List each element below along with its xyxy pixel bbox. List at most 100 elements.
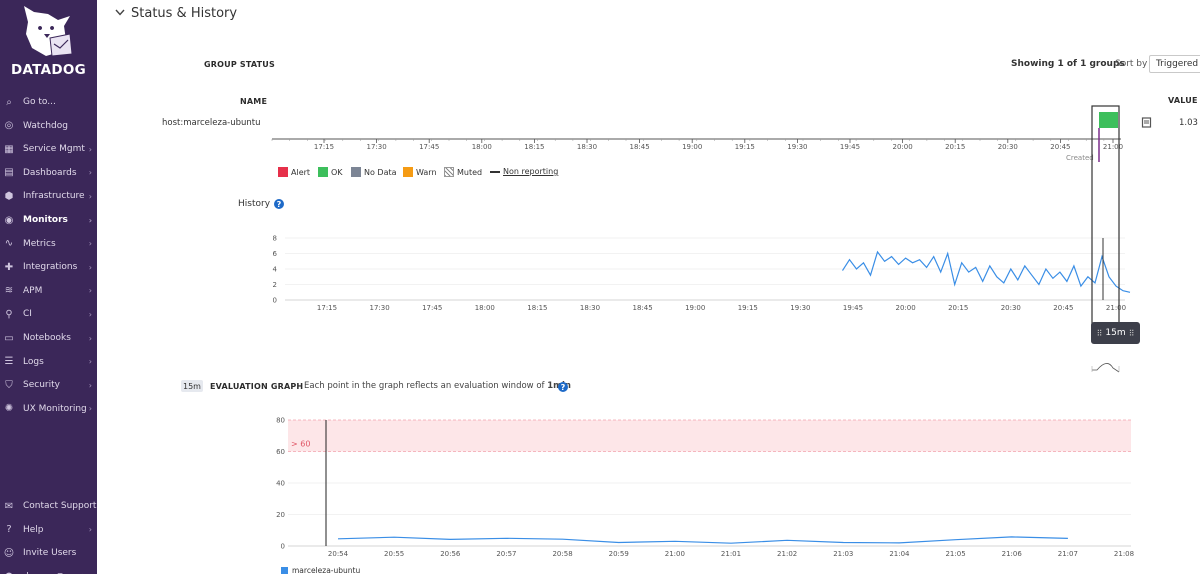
sidebar-item-security[interactable]: ⛉ Security › (0, 374, 97, 396)
group-name[interactable]: host:marceleza-ubuntu (162, 118, 261, 128)
sidebar-item-metrics[interactable]: ∿ Metrics › (0, 233, 97, 255)
sidebar-item-service-mgmt[interactable]: ▦ Service Mgmt › (0, 138, 97, 160)
evaluation-x-tick-label: 20:54 (328, 550, 349, 558)
sidebar-item-label: Contact Support (23, 501, 97, 511)
threshold-band (288, 420, 1131, 452)
history-x-tick-label: 19:45 (843, 304, 863, 312)
datadog-logo[interactable]: DATADOG (0, 0, 97, 85)
time-window-value: 15m (1105, 328, 1126, 338)
history-y-tick-label: 4 (273, 266, 278, 274)
chevron-right-icon: › (88, 144, 92, 154)
timeline-tick-label: 18:00 (472, 143, 492, 151)
evaluation-x-tick-label: 21:00 (665, 550, 685, 558)
search-icon: ⌕ (6, 96, 12, 108)
sidebar-item-contact-support[interactable]: ✉ Contact Support (0, 495, 97, 517)
sidebar-item-integrations[interactable]: ✚ Integrations › (0, 256, 97, 278)
history-x-tick-label: 20:00 (896, 304, 916, 312)
logs-icon: ☰ (4, 356, 14, 368)
sidebar-item-label: Logs (23, 356, 44, 367)
chevron-right-icon: › (88, 333, 92, 343)
legend-label: Muted (457, 167, 483, 177)
sidebar-item-help[interactable]: ? Help › (0, 519, 97, 541)
sidebar-item-ux-monitoring[interactable]: ✺ UX Monitoring › (0, 398, 97, 420)
sidebar-item-apm[interactable]: ≋ APM › (0, 280, 97, 302)
sidebar-item-logs[interactable]: ☰ Logs › (0, 351, 97, 373)
legend-item-alert[interactable]: Alert (278, 167, 310, 177)
group-value: 1.03 (1179, 118, 1198, 128)
sidebar-item-ci[interactable]: ⚲ CI › (0, 303, 97, 325)
history-x-tick-label: 21:00 (1106, 304, 1126, 312)
sidebar-item-label: Security (23, 380, 60, 391)
timeline-tick-label: 17:30 (367, 143, 387, 151)
group-status-header: GROUP STATUS (204, 60, 275, 69)
history-label: History (238, 199, 271, 209)
sidebar-item-monitors[interactable]: ◉ Monitors › (0, 209, 97, 231)
history-help-icon[interactable]: ? (274, 199, 284, 209)
evaluation-x-tick-label: 20:58 (552, 550, 572, 558)
help-icon: ? (6, 524, 12, 535)
legend-swatch (278, 167, 288, 177)
chevron-right-icon: › (88, 191, 92, 201)
legend-item-no-data[interactable]: No Data (351, 167, 397, 177)
sidebar-item-label: Help (23, 524, 44, 535)
apm-icon: ≋ (4, 285, 14, 297)
evaluation-x-tick-label: 21:03 (833, 550, 853, 558)
brand-name: DATADOG (10, 62, 87, 78)
sort-select[interactable]: Triggered ⌄ (1149, 55, 1200, 73)
history-x-tick-label: 17:45 (422, 304, 442, 312)
evaluation-y-tick-label: 60 (276, 448, 285, 456)
notebook-icon[interactable] (1141, 117, 1152, 128)
sidebar-item-dashboards[interactable]: ▤ Dashboards › (0, 162, 97, 184)
series-legend-label[interactable]: marceleza-ubuntu (292, 566, 361, 574)
chevron-down-icon[interactable] (114, 8, 126, 18)
history-y-tick-label: 6 (273, 250, 278, 258)
history-x-tick-label: 18:45 (633, 304, 653, 312)
sidebar-item-invite-users[interactable]: ☺ Invite Users (0, 542, 97, 564)
drag-handle-icon: ⠿ (1128, 328, 1135, 338)
legend-item-ok[interactable]: OK (318, 167, 343, 177)
sidebar-item-label: Monitors (23, 215, 68, 225)
timeline-tick-label: 19:30 (787, 143, 807, 151)
sidebar-item-label: Service Mgmt (23, 144, 85, 155)
history-x-tick-label: 18:30 (580, 304, 600, 312)
sidebar-item-devops-marc[interactable]: ● devops@marc (0, 566, 97, 574)
legend-swatch (403, 167, 413, 177)
charts-layer: 17:15 17:30 17:45 18:00 18:15 18:30 18:45 19:00… (271, 105, 1134, 558)
status-bar-ok (1099, 112, 1118, 128)
history-y-tick-label: 0 (273, 297, 277, 305)
evaluation-y-tick-label: 40 (276, 480, 285, 488)
sidebar-item-label: Watchdog (23, 120, 68, 131)
metrics-icon: ∿ (4, 238, 14, 250)
chevron-right-icon: › (88, 309, 92, 319)
time-window-handle[interactable]: ⠿ 15m ⠿ (1091, 322, 1140, 344)
sort-label: Sort by (1115, 59, 1148, 69)
section-title[interactable]: Status & History (131, 6, 238, 21)
legend-item-non-reporting[interactable]: Non reporting (490, 167, 558, 176)
evaluation-y-tick-label: 0 (281, 543, 285, 551)
legend-swatch (490, 170, 500, 173)
legend-label: Non reporting (503, 167, 559, 176)
sidebar-item-infrastructure[interactable]: ⬢ Infrastructure › (0, 185, 97, 207)
timeline-tick-label: 19:00 (682, 143, 702, 151)
sidebar-item-label: Metrics (23, 238, 56, 249)
evaluation-graph-title: EVALUATION GRAPH (210, 382, 304, 391)
legend-item-muted[interactable]: Muted (444, 167, 482, 177)
timeline-tick-label: 17:15 (314, 143, 334, 151)
drag-handle-icon: ⠿ (1096, 328, 1103, 338)
evaluation-help-icon[interactable]: ? (558, 382, 568, 392)
name-column-header: NAME (240, 97, 268, 106)
chevron-right-icon: › (88, 239, 92, 249)
sidebar-item-go-to[interactable]: ⌕ Go to... (0, 91, 97, 113)
evaluation-description-text: Each point in the graph reflects an eval… (304, 381, 545, 391)
history-y-tick-label: 8 (273, 235, 277, 243)
evaluation-y-tick-label: 80 (276, 417, 285, 425)
timeline-tick-label: 18:15 (524, 143, 544, 151)
legend-swatch (444, 167, 454, 177)
sidebar-item-notebooks[interactable]: ▭ Notebooks › (0, 327, 97, 349)
ux-icon: ✺ (4, 403, 14, 415)
legend-item-warn[interactable]: Warn (403, 167, 437, 177)
dashboard-icon: ▤ (4, 167, 14, 179)
history-series-line (841, 250, 1131, 293)
sidebar-item-watchdog[interactable]: ◎ Watchdog (0, 115, 97, 137)
created-label: Created (1066, 154, 1094, 162)
